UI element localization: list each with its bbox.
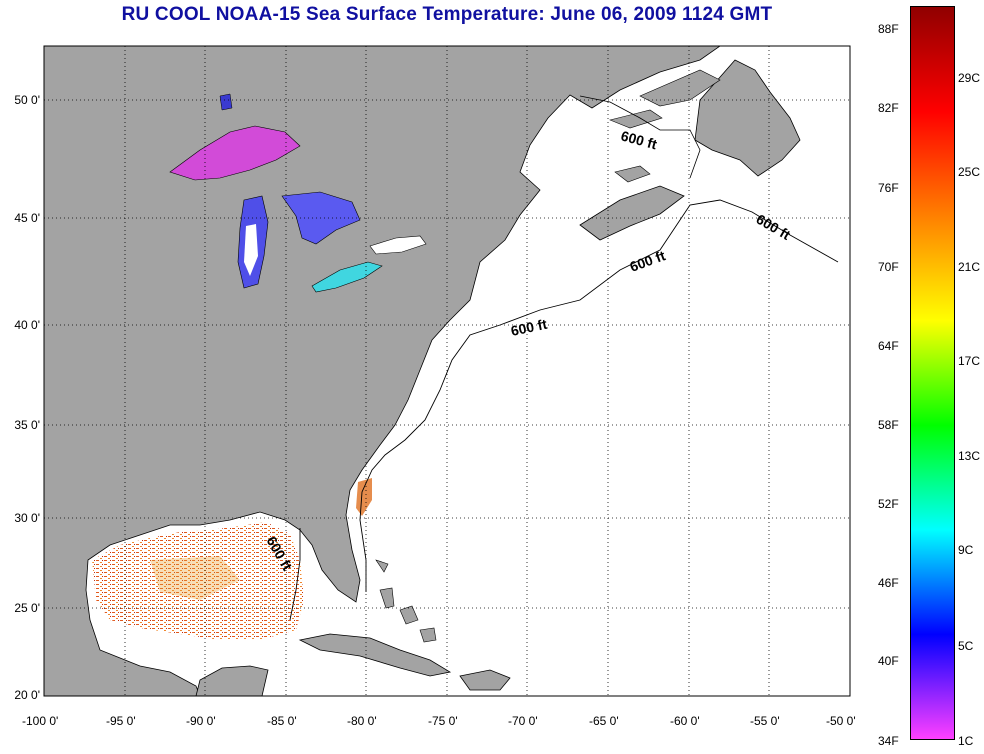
gulf-warm-core <box>150 556 240 600</box>
land-anticosti <box>609 109 663 129</box>
land-nova-scotia <box>579 185 685 241</box>
colorbar-label-f: 70F <box>878 260 899 274</box>
lake-superior <box>169 125 301 181</box>
colorbar-label-c: 29C <box>958 71 981 85</box>
longitude-label: -90 0' <box>186 714 216 728</box>
latitude-label: 20 0' <box>14 688 40 702</box>
longitude-label: -100 0' <box>22 714 59 728</box>
longitude-label: -50 0' <box>826 714 856 728</box>
page-title: RU COOL NOAA-15 Sea Surface Temperature:… <box>121 4 773 25</box>
contour-label: 600 ft <box>509 316 548 339</box>
colorbar-label-f: 34F <box>878 734 899 748</box>
land-cuba <box>298 633 452 677</box>
lake-winnipeg-spot <box>219 93 233 111</box>
longitude-label: -55 0' <box>750 714 780 728</box>
colorbar-label-f: 76F <box>878 181 899 195</box>
colorbar-label-c: 1C <box>958 734 974 748</box>
florida-gulf-stream-sst <box>356 478 372 516</box>
map-frame <box>43 45 851 697</box>
longitude-label: -85 0' <box>267 714 297 728</box>
lake-michigan-ice <box>244 224 258 276</box>
graticule <box>44 46 850 696</box>
colorbar-label-f: 52F <box>878 497 899 511</box>
colorbar-label-c: 17C <box>958 354 981 368</box>
colorbar-label-f: 64F <box>878 339 899 353</box>
colorbar-label-c: 13C <box>958 449 981 463</box>
colorbar-label-c: 25C <box>958 165 981 179</box>
lake-ontario <box>369 235 427 255</box>
colorbar-label-c: 5C <box>958 639 974 653</box>
latitude-label: 45 0' <box>14 211 40 225</box>
land-gulf-north-shore <box>639 69 721 107</box>
depth-contour-gulf-st-lawrence <box>579 95 701 179</box>
colorbar <box>910 6 955 740</box>
depth-contour-600ft <box>289 199 839 621</box>
land-north-america <box>44 46 721 696</box>
longitude-label: -95 0' <box>106 714 136 728</box>
longitude-label: -75 0' <box>428 714 458 728</box>
latitude-label: 35 0' <box>14 418 40 432</box>
gulf-sst-swath <box>92 522 304 640</box>
latitude-label: 50 0' <box>14 93 40 107</box>
land-pei <box>614 165 651 183</box>
colorbar-label-f: 82F <box>878 101 899 115</box>
longitude-label: -65 0' <box>589 714 619 728</box>
colorbar-label-f: 58F <box>878 418 899 432</box>
colorbar-label-f: 46F <box>878 576 899 590</box>
latitude-label: 30 0' <box>14 511 40 525</box>
colorbar-label-f: 40F <box>878 654 899 668</box>
longitude-label: -80 0' <box>347 714 377 728</box>
land-newfoundland <box>694 59 801 177</box>
longitude-label: -70 0' <box>508 714 538 728</box>
land-bahamas <box>375 559 437 643</box>
longitude-label: -60 0' <box>670 714 700 728</box>
latitude-label: 25 0' <box>14 601 40 615</box>
colorbar-label-f: 88F <box>878 22 899 36</box>
land-yucatan <box>195 665 269 696</box>
colorbar-label-c: 21C <box>958 260 981 274</box>
lake-erie <box>311 261 383 293</box>
land-hispaniola <box>459 669 511 691</box>
colorbar-label-c: 9C <box>958 543 974 557</box>
latitude-label: 40 0' <box>14 318 40 332</box>
